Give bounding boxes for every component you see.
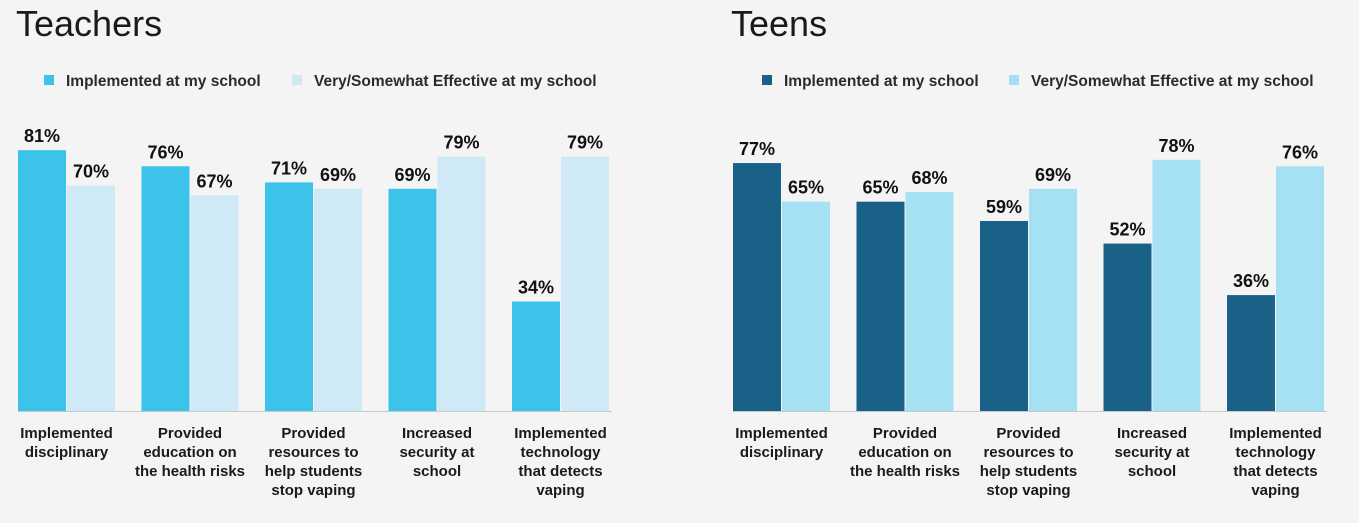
teachers-bar-2-0 — [265, 182, 313, 411]
teens-category-label-line: help students — [980, 463, 1078, 480]
teachers-chart: Teachers Implemented at my school Very/Som… — [16, 3, 612, 499]
teachers-legend-swatch-0 — [44, 75, 54, 85]
teens-bar-1-0 — [856, 201, 905, 411]
teachers-category-label-line: Provided — [281, 425, 345, 442]
teachers-category-label-line: help students — [265, 463, 363, 480]
teens-category-label-0: Implemented disciplinary — [735, 425, 828, 461]
teachers-value-label-3-0: 69% — [394, 165, 430, 185]
teens-legend-label-0: Implemented at my school — [784, 73, 979, 90]
teachers-value-label-2-0: 71% — [271, 158, 307, 178]
teachers-category-label-line: Implemented — [514, 425, 607, 442]
teachers-category-label-line: disciplinary — [25, 444, 109, 461]
teachers-category-label-line: security at — [399, 444, 474, 461]
teachers-category-label-line: Increased — [402, 425, 472, 442]
teens-category-label-line: Provided — [996, 425, 1060, 442]
teachers-value-label-0-1: 70% — [73, 162, 109, 182]
teachers-category-label-3: Increased security at school — [399, 425, 474, 480]
teens-value-label-0-1: 65% — [788, 178, 824, 198]
teens-bar-2-1 — [1029, 188, 1077, 411]
teachers-legend-label-0: Implemented at my school — [66, 73, 261, 90]
teachers-value-label-1-0: 76% — [147, 142, 183, 162]
teens-category-label-line: that detects — [1233, 463, 1317, 480]
teens-value-label-3-0: 52% — [1109, 220, 1145, 240]
teens-value-label-4-1: 76% — [1282, 142, 1318, 162]
teens-category-label-line: Provided — [873, 425, 937, 442]
teachers-category-label-line: technology — [520, 444, 601, 461]
teens-bar-0-0 — [733, 163, 781, 411]
teachers-value-label-0-0: 81% — [24, 126, 60, 146]
teachers-value-label-4-0: 34% — [518, 278, 554, 298]
teachers-bar-0-1 — [67, 185, 115, 411]
teens-category-label-1: Provided education on the health risks — [850, 425, 960, 480]
teachers-bar-3-0 — [388, 188, 437, 411]
teens-category-label-line: Implemented — [735, 425, 828, 442]
teachers-category-label-2: Provided resources to help students stop va… — [265, 425, 363, 499]
teens-category-label-line: Increased — [1117, 425, 1187, 442]
teachers-category-label-line: the health risks — [135, 463, 245, 480]
teens-bar-4-0 — [1227, 295, 1275, 411]
teens-category-label-line: stop vaping — [986, 482, 1070, 499]
teens-category-label-line: education on — [858, 444, 951, 461]
teens-category-label-line: the health risks — [850, 463, 960, 480]
teachers-value-label-3-1: 79% — [443, 133, 479, 153]
teens-category-label-line: security at — [1114, 444, 1189, 461]
teachers-bar-1-1 — [190, 195, 239, 411]
teens-value-label-0-0: 77% — [739, 139, 775, 159]
teens-category-label-line: disciplinary — [740, 444, 824, 461]
teachers-value-label-4-1: 79% — [567, 133, 603, 153]
teachers-category-label-line: vaping — [536, 482, 584, 499]
teens-bar-4-1 — [1276, 166, 1324, 411]
teens-value-label-3-1: 78% — [1158, 136, 1194, 156]
teens-category-label-line: vaping — [1251, 482, 1299, 499]
teachers-value-label-1-1: 67% — [196, 171, 232, 191]
teens-chart-title: Teens — [731, 3, 827, 44]
teens-bar-1-1 — [905, 192, 954, 411]
teachers-category-label-4: Implemented technology that detects vaping — [514, 425, 607, 499]
teens-category-label-line: technology — [1235, 444, 1316, 461]
teens-legend-swatch-0 — [762, 75, 772, 85]
teens-category-label-4: Implemented technology that detects vaping — [1229, 425, 1322, 499]
teens-value-label-2-0: 59% — [986, 197, 1022, 217]
teachers-legend-swatch-1 — [292, 75, 302, 85]
teens-category-label-line: school — [1128, 463, 1176, 480]
teachers-category-label-line: that detects — [518, 463, 602, 480]
teens-category-label-line: resources to — [983, 444, 1073, 461]
teachers-category-label-1: Provided education on the health risks — [135, 425, 245, 480]
teachers-legend-label-1: Very/Somewhat Effective at my school — [314, 73, 597, 90]
teachers-bar-1-0 — [141, 166, 190, 411]
teens-chart: Teens Implemented at my school Very/Somewh… — [731, 3, 1327, 499]
teachers-category-label-0: Implemented disciplinary — [20, 425, 113, 461]
teens-value-label-1-0: 65% — [862, 178, 898, 198]
teachers-category-label-line: resources to — [268, 444, 358, 461]
teachers-bar-4-0 — [512, 301, 560, 411]
teens-bar-3-1 — [1152, 159, 1201, 411]
teachers-category-label-line: Provided — [158, 425, 222, 442]
teens-bar-2-0 — [980, 221, 1028, 411]
teachers-bar-3-1 — [437, 156, 486, 411]
teens-legend-label-1: Very/Somewhat Effective at my school — [1031, 73, 1314, 90]
teachers-category-label-line: Implemented — [20, 425, 113, 442]
teens-value-label-1-1: 68% — [911, 168, 947, 188]
teachers-bar-0-0 — [18, 150, 66, 411]
teachers-bar-4-1 — [561, 156, 609, 411]
teens-category-label-line: Implemented — [1229, 425, 1322, 442]
teachers-chart-title: Teachers — [16, 3, 162, 44]
teens-bar-0-1 — [782, 201, 830, 411]
teens-legend-swatch-1 — [1009, 75, 1019, 85]
teens-category-label-2: Provided resources to help students stop va… — [980, 425, 1078, 499]
teachers-bar-2-1 — [314, 188, 362, 411]
teachers-value-label-2-1: 69% — [320, 165, 356, 185]
teachers-category-label-line: education on — [143, 444, 236, 461]
teens-bar-3-0 — [1103, 243, 1152, 411]
teens-value-label-2-1: 69% — [1035, 165, 1071, 185]
teens-category-label-3: Increased security at school — [1114, 425, 1189, 480]
teachers-category-label-line: school — [413, 463, 461, 480]
teens-value-label-4-0: 36% — [1233, 271, 1269, 291]
teachers-category-label-line: stop vaping — [271, 482, 355, 499]
